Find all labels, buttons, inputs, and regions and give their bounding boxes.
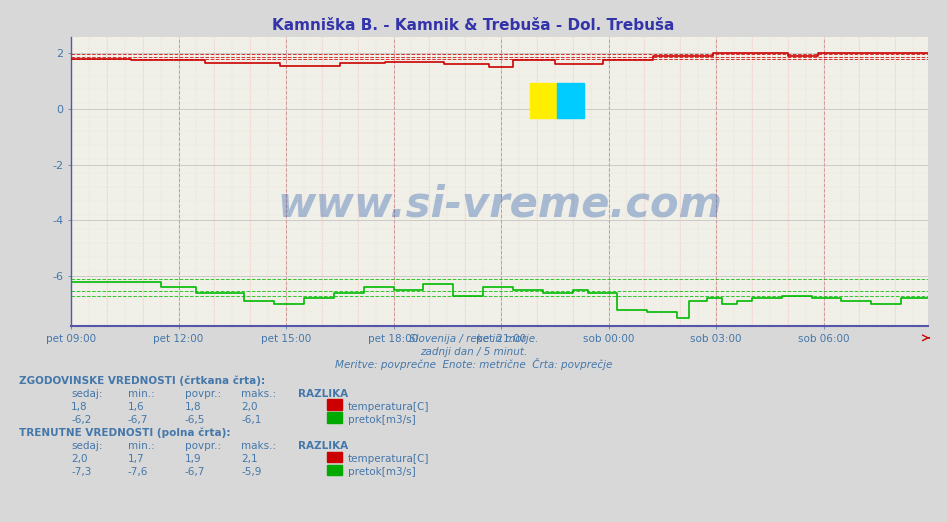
Text: pretok[m3/s]: pretok[m3/s] [348, 415, 416, 425]
Text: min.:: min.: [128, 389, 154, 399]
Text: povpr.:: povpr.: [185, 441, 221, 451]
Text: maks.:: maks.: [241, 441, 277, 451]
Text: min.:: min.: [128, 441, 154, 451]
Text: 1,9: 1,9 [185, 454, 202, 464]
Text: maks.:: maks.: [241, 389, 277, 399]
Text: ZGODOVINSKE VREDNOSTI (črtkana črta):: ZGODOVINSKE VREDNOSTI (črtkana črta): [19, 375, 265, 386]
Bar [557, 83, 584, 117]
Text: RAZLIKA: RAZLIKA [298, 389, 348, 399]
Text: 2,0: 2,0 [71, 454, 87, 464]
Text: 1,6: 1,6 [128, 402, 145, 412]
Text: -6,7: -6,7 [185, 467, 205, 477]
Text: -6,2: -6,2 [71, 415, 92, 425]
Text: RAZLIKA: RAZLIKA [298, 441, 348, 451]
Text: povpr.:: povpr.: [185, 389, 221, 399]
Text: -5,9: -5,9 [241, 467, 262, 477]
Text: pretok[m3/s]: pretok[m3/s] [348, 467, 416, 477]
Text: 2,0: 2,0 [241, 402, 258, 412]
Text: sedaj:: sedaj: [71, 441, 102, 451]
Text: temperatura[C]: temperatura[C] [348, 454, 429, 464]
Text: sedaj:: sedaj: [71, 389, 102, 399]
Text: Meritve: povprečne  Enote: metrične  Črta: povprečje: Meritve: povprečne Enote: metrične Črta:… [335, 358, 612, 370]
Text: temperatura[C]: temperatura[C] [348, 402, 429, 412]
Bar [529, 83, 557, 117]
Text: -6,1: -6,1 [241, 415, 262, 425]
Text: 1,7: 1,7 [128, 454, 145, 464]
Text: TRENUTNE VREDNOSTI (polna črta):: TRENUTNE VREDNOSTI (polna črta): [19, 428, 230, 438]
Text: 2,1: 2,1 [241, 454, 259, 464]
Text: Kamniška B. - Kamnik & Trebuša - Dol. Trebuša: Kamniška B. - Kamnik & Trebuša - Dol. Tr… [273, 18, 674, 33]
Text: 1,8: 1,8 [185, 402, 202, 412]
Text: www.si-vreme.com: www.si-vreme.com [277, 184, 722, 226]
Text: -6,7: -6,7 [128, 415, 149, 425]
Text: Slovenija / reke in morje.: Slovenija / reke in morje. [409, 334, 538, 344]
Text: 1,8: 1,8 [71, 402, 88, 412]
Text: -6,5: -6,5 [185, 415, 205, 425]
Text: zadnji dan / 5 minut.: zadnji dan / 5 minut. [420, 347, 527, 357]
Text: -7,6: -7,6 [128, 467, 149, 477]
Text: -7,3: -7,3 [71, 467, 92, 477]
